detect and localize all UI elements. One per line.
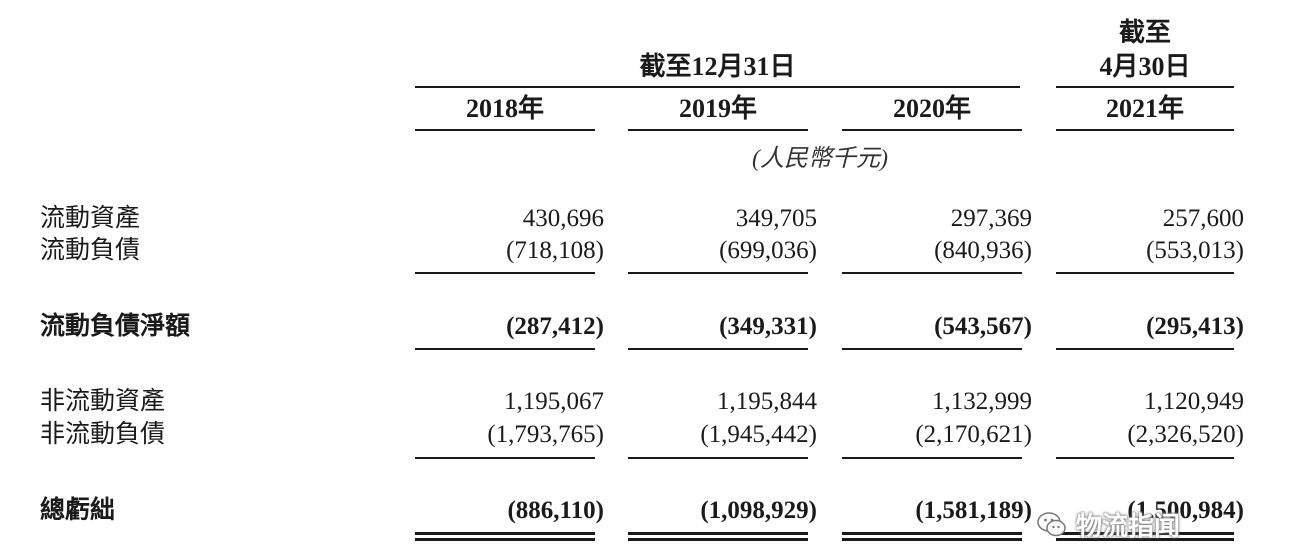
total-rule-2019 [628, 457, 808, 459]
watermark-text: 物流指闻 [1076, 512, 1181, 542]
cell-total-deficit-2018: (886,110) [507, 497, 604, 524]
cell-current-assets-2018: 430,696 [522, 205, 604, 232]
double-rule-2019 [628, 532, 808, 541]
cell-non-current-assets-2020: 1,132,999 [932, 388, 1032, 415]
double-rule-2021 [1056, 532, 1234, 541]
total-rule-2020 [842, 457, 1022, 459]
year-2021: 2021年 [1105, 94, 1184, 123]
cell-current-liabilities-2021: (553,013) [1146, 237, 1244, 264]
net-rule-2021 [1056, 348, 1234, 350]
cell-net-current-liabilities-2021: (295,413) [1146, 313, 1244, 340]
cell-current-assets-2021: 257,600 [1162, 205, 1244, 232]
header-rule-apr [1056, 86, 1234, 88]
row-label-current-assets: 流動資產 [40, 205, 141, 232]
year-rule-2019 [628, 129, 808, 131]
cell-current-liabilities-2018: (718,108) [506, 237, 604, 264]
year-2018: 2018年 [465, 94, 544, 123]
period-apr-line1: 截至 [1118, 18, 1171, 47]
cell-non-current-liabilities-2019: (1,945,442) [700, 421, 817, 448]
period-apr-line2: 4月30日 [1099, 52, 1191, 81]
cell-non-current-assets-2018: 1,195,067 [504, 388, 604, 415]
cell-non-current-liabilities-2018: (1,793,765) [487, 421, 604, 448]
cell-non-current-assets-2021: 1,120,949 [1144, 388, 1244, 415]
cell-current-liabilities-2020: (840,936) [934, 237, 1032, 264]
total-rule-2021 [1056, 457, 1234, 459]
cell-net-current-liabilities-2020: (543,567) [934, 313, 1032, 340]
double-rule-2020 [842, 532, 1022, 541]
year-2020: 2020年 [892, 94, 971, 123]
header-rule-dec [415, 86, 1020, 88]
net-rule-2020 [842, 348, 1022, 350]
subtotal-rule-2019 [628, 272, 808, 274]
subtotal-rule-2020 [842, 272, 1022, 274]
total-rule-2018 [415, 457, 595, 459]
cell-net-current-liabilities-2018: (287,412) [506, 313, 604, 340]
subtotal-rule-2018 [415, 272, 595, 274]
year-2019: 2019年 [678, 94, 757, 123]
row-label-net-current-liabilities: 流動負債淨額 [40, 313, 191, 340]
net-rule-2018 [415, 348, 595, 350]
wechat-icon [1037, 511, 1066, 536]
year-rule-2018 [415, 129, 595, 131]
period-dec-header: 截至12月31日 [639, 52, 796, 81]
cell-total-deficit-2021: (1,500,984) [1127, 497, 1244, 524]
cell-total-deficit-2019: (1,098,929) [700, 497, 817, 524]
watermark: 物流指闻 [1036, 506, 1180, 543]
unit-label: (人民幣千元) [752, 146, 888, 172]
cell-current-liabilities-2019: (699,036) [719, 237, 817, 264]
year-rule-2021 [1056, 129, 1234, 131]
row-label-total-deficit: 總虧絀 [40, 497, 116, 524]
year-rule-2020 [842, 129, 1022, 131]
cell-current-assets-2019: 349,705 [735, 205, 817, 232]
cell-total-deficit-2020: (1,581,189) [915, 497, 1032, 524]
cell-net-current-liabilities-2019: (349,331) [719, 313, 817, 340]
double-rule-2018 [415, 532, 595, 541]
cell-non-current-assets-2019: 1,195,844 [717, 388, 817, 415]
subtotal-rule-2021 [1056, 272, 1234, 274]
cell-non-current-liabilities-2021: (2,326,520) [1127, 421, 1244, 448]
row-label-non-current-liabilities: 非流動負債 [40, 421, 166, 448]
cell-non-current-liabilities-2020: (2,170,621) [915, 421, 1032, 448]
row-label-current-liabilities: 流動負債 [40, 237, 141, 264]
net-rule-2019 [628, 348, 808, 350]
cell-current-assets-2020: 297,369 [950, 205, 1032, 232]
row-label-non-current-assets: 非流動資產 [40, 388, 166, 415]
